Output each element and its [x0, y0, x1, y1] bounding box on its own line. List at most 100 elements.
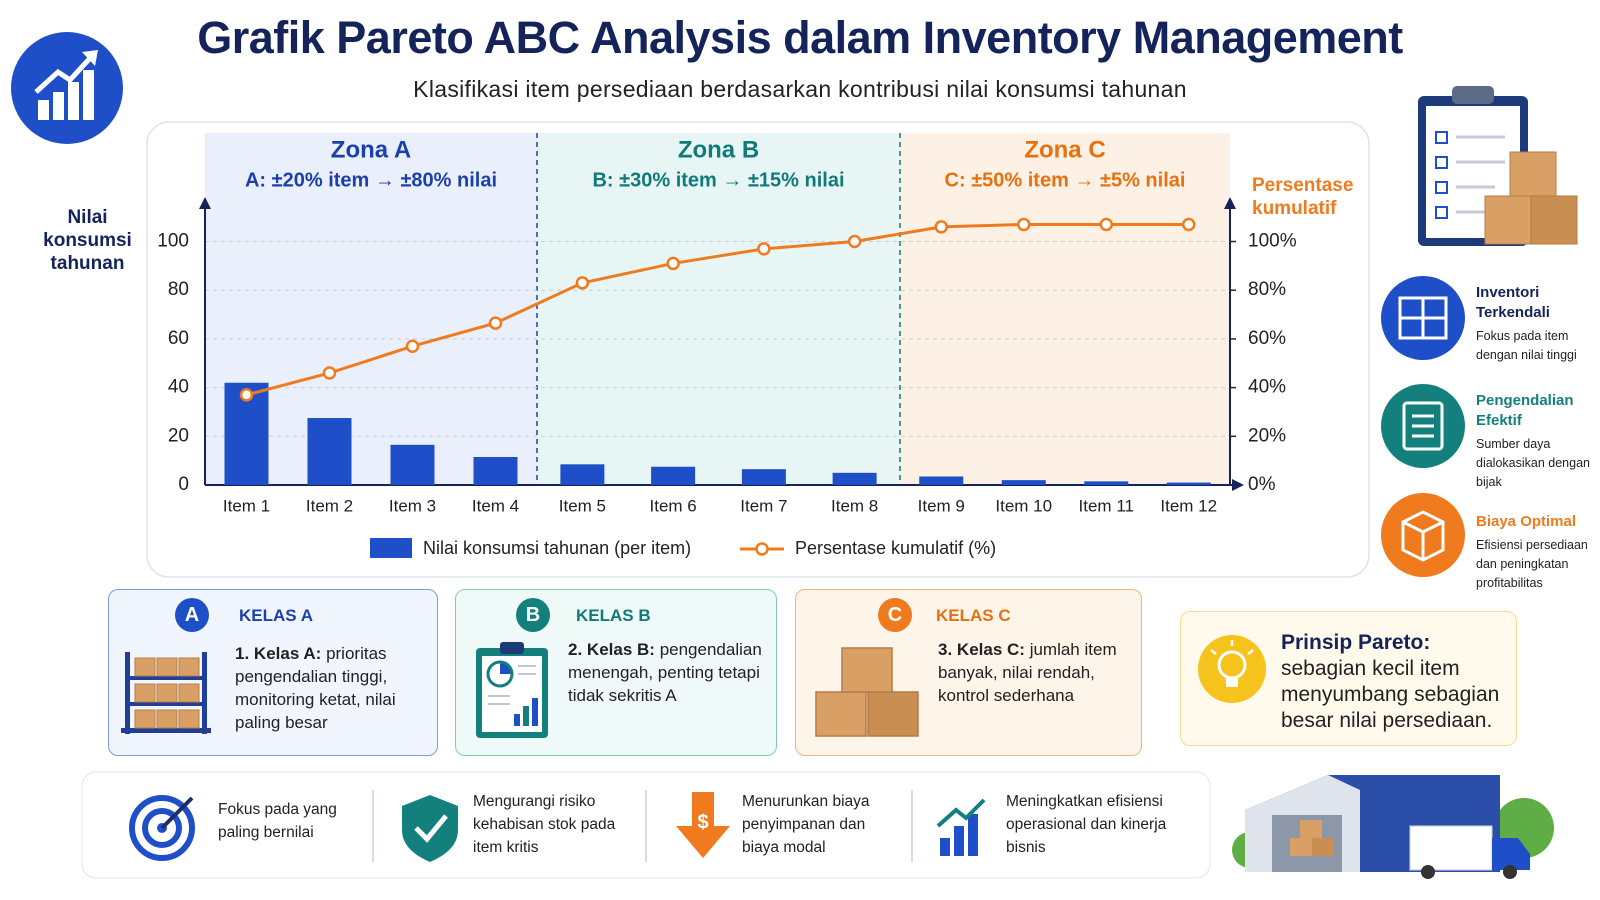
class-text: prioritas pengendalian tinggi, monitorin… [235, 644, 396, 732]
pareto-box: Prinsip Pareto: sebagian kecil item meny… [1180, 611, 1517, 746]
class-title: KELAS C [936, 606, 1011, 625]
legend-label: Persentase kumulatif (%) [795, 538, 996, 558]
target-icon [129, 795, 195, 861]
legend-marker [755, 542, 769, 556]
y-tick-label: 60 [168, 328, 189, 349]
class-text: jumlah item banyak, nilai rendah, kontro… [938, 640, 1117, 705]
benefit: Mengurangi risiko kehabisan stok pada it… [473, 793, 616, 856]
cumulative-point [1182, 217, 1196, 232]
bar [390, 444, 435, 485]
x-tick-label: Item 12 [1160, 496, 1217, 515]
zone-title: Zona A [331, 136, 411, 163]
class-title: KELAS A [239, 606, 313, 625]
benefit: Menurunkan biaya penyimpanan dan biaya m… [742, 793, 870, 856]
zone-subtitle: A: ±20% item → ±80% nilai [245, 169, 497, 191]
feature-text: Efisiensi persediaan dan peningkatan pro… [1476, 538, 1588, 590]
svg-text:$: $ [697, 811, 708, 833]
title: Grafik Pareto ABC Analysis dalam Invento… [197, 12, 1403, 63]
zone-background [900, 133, 1230, 485]
y-tick-label: 40 [168, 377, 189, 398]
x-tick-label: Item 8 [831, 496, 878, 515]
zone-background [537, 133, 900, 485]
bar [1166, 482, 1211, 485]
cumulative-point [757, 242, 771, 256]
zone-title: Zona B [678, 136, 759, 163]
y2-tick-label: 0% [1248, 474, 1276, 495]
clipboard-illustration [476, 642, 548, 738]
class-label: Kelas A: [253, 644, 322, 663]
feature-icon-box [1401, 510, 1445, 562]
class-label: Kelas C: [956, 640, 1025, 659]
bar [741, 469, 786, 485]
y-tick-label: 20 [168, 425, 189, 446]
bar [560, 464, 605, 485]
class-badge: A [175, 598, 209, 632]
bar [473, 457, 518, 485]
x-tick-label: Item 4 [472, 496, 519, 515]
class-badge: C [878, 598, 912, 632]
x-tick-label: Item 1 [223, 496, 270, 515]
class-badge: B [516, 598, 550, 632]
class-number: 1. [235, 644, 250, 663]
feature-text: Fokus pada item dengan nilai tinggi [1476, 329, 1577, 362]
legend-swatch [370, 538, 412, 558]
class-number: 2. [568, 640, 583, 659]
zone-subtitle: C: ±50% item → ±5% nilai [945, 169, 1186, 191]
class-number: 3. [938, 640, 953, 659]
feature-title: Pengendalian Efektif [1476, 392, 1574, 429]
logo-icon [34, 50, 98, 120]
separators [372, 790, 913, 862]
x-tick-label: Item 3 [389, 496, 436, 515]
y-tick-label: 0 [178, 474, 189, 495]
class-card: B KELAS B 2. Kelas B: pengendalian menen… [455, 589, 777, 756]
cumulative-point [405, 339, 420, 353]
benefit: Fokus pada yang paling bernilai [218, 801, 337, 841]
bulb-icon [1198, 635, 1266, 703]
cost-down-icon: $ [676, 792, 730, 858]
shield-icon [402, 795, 458, 862]
bar [1001, 480, 1046, 485]
y-axis-arrow [199, 197, 211, 209]
cumulative-point [322, 366, 337, 380]
pareto-text: sebagian kecil item menyumbang sebagian … [1281, 657, 1500, 732]
feature-icon-shelf [1398, 296, 1448, 340]
y-tick-label: 100 [157, 231, 189, 252]
bar [651, 466, 696, 485]
cumulative-point [575, 276, 590, 290]
bar [919, 476, 964, 485]
pareto-title: Prinsip Pareto: [1281, 631, 1431, 654]
subtitle: Klasifikasi item persediaan berdasarkan … [413, 76, 1187, 102]
warehouse-illustration [1232, 775, 1554, 879]
x-axis-arrow [1232, 479, 1244, 491]
y2-tick-label: 40% [1248, 377, 1286, 398]
y2-tick-label: 20% [1248, 425, 1286, 446]
shelf-illustration [121, 652, 211, 734]
x-tick-label: Item 5 [559, 496, 606, 515]
cumulative-point [666, 256, 680, 271]
cumulative-point [488, 316, 503, 330]
y-tick-label: 80 [168, 279, 189, 300]
class-card: A KELAS A 1. Kelas A: prioritas pengenda… [108, 589, 438, 756]
feature-title: Inventori Terkendali [1476, 284, 1550, 321]
legend-label: Nilai konsumsi tahunan (per item) [423, 538, 691, 558]
x-tick-label: Item 2 [306, 496, 353, 515]
class-text: pengendalian menengah, penting tetapi ti… [568, 640, 762, 705]
y2-axis-label: Persentase kumulatif [1252, 175, 1354, 219]
cumulative-point [847, 234, 862, 249]
y2-tick-label: 80% [1248, 279, 1286, 300]
feature-title: Biaya Optimal [1476, 513, 1577, 530]
cumulative-line [246, 222, 1189, 397]
feature-icon-checklist [1402, 401, 1444, 451]
class-title: KELAS B [576, 606, 651, 625]
bar [832, 472, 877, 485]
y-axis-label: Nilai konsumsi tahunan [43, 207, 132, 274]
cumulative-point [934, 220, 948, 234]
zone-title: Zona C [1024, 136, 1105, 163]
cumulative-point [1017, 217, 1031, 232]
benefit: Meningkatkan efisiensi operasional dan k… [1006, 793, 1167, 856]
zone-subtitle: B: ±30% item → ±15% nilai [592, 169, 844, 191]
cumulative-point [1099, 217, 1113, 232]
bar [1084, 481, 1129, 485]
